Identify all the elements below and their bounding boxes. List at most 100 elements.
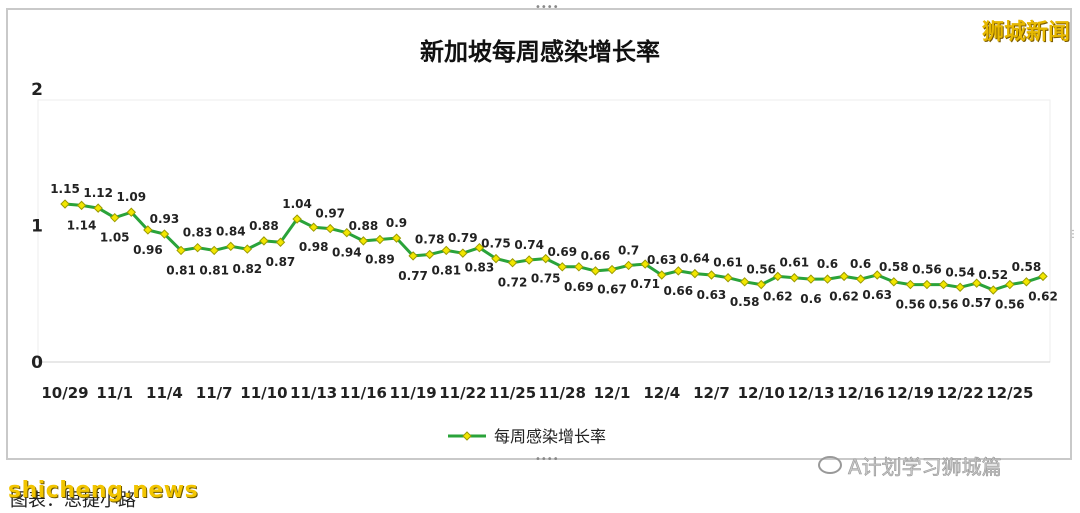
data-point-marker: [806, 274, 816, 284]
data-label: 0.62: [763, 289, 793, 303]
data-point-marker: [938, 279, 949, 290]
data-label: 0.63: [862, 288, 892, 302]
data-label: 0.62: [1028, 289, 1058, 303]
data-label: 0.56: [746, 263, 776, 277]
x-tick-label: 10/29: [41, 384, 88, 402]
data-point-marker: [889, 277, 899, 287]
site-watermark: shicheng.news: [8, 478, 199, 503]
top-resize-handle[interactable]: ••••: [535, 2, 559, 13]
data-label: 0.56: [896, 298, 926, 312]
data-point-marker: [574, 262, 584, 272]
data-label: 0.63: [697, 288, 727, 302]
data-label: 0.97: [315, 207, 345, 221]
data-point-marker: [773, 271, 783, 282]
data-point-marker: [657, 270, 667, 280]
data-point-marker: [855, 274, 866, 284]
data-point-marker: [1021, 277, 1032, 287]
data-label: 0.75: [481, 237, 511, 251]
data-label: 0.63: [647, 253, 677, 267]
data-point-marker: [739, 277, 750, 287]
data-label: 0.74: [514, 238, 544, 252]
data-point-marker: [1038, 271, 1048, 282]
data-point-marker: [524, 255, 534, 265]
x-tick-label: 11/10: [240, 384, 287, 402]
data-label: 0.98: [299, 240, 329, 254]
chart-title: 新加坡每周感染增长率: [420, 38, 660, 66]
x-tick-label: 11/28: [539, 384, 586, 402]
x-tick-label: 11/13: [290, 384, 337, 402]
data-point-marker: [176, 245, 186, 256]
data-point-marker: [458, 248, 468, 258]
data-point-marker: [424, 249, 435, 260]
data-point-marker: [325, 223, 335, 234]
data-point-marker: [955, 282, 965, 292]
data-point-marker: [872, 270, 882, 280]
chart-source-note: 图表：思捷小路: [10, 490, 136, 511]
y-tick-label: 0: [31, 353, 43, 373]
data-point-marker: [507, 258, 518, 268]
data-label: 0.78: [415, 233, 445, 247]
data-point-marker: [590, 266, 601, 276]
data-label: 0.69: [547, 245, 577, 259]
data-label: 0.83: [183, 226, 213, 240]
data-label: 0.75: [531, 272, 561, 286]
data-point-marker: [607, 264, 617, 275]
data-label: 0.62: [829, 289, 859, 303]
data-label: 0.58: [1012, 260, 1042, 274]
x-tick-label: 11/4: [146, 384, 183, 402]
data-label: 0.64: [680, 252, 710, 266]
data-point-marker: [408, 251, 418, 261]
data-label: 0.84: [216, 224, 246, 238]
data-label: 0.52: [978, 268, 1008, 282]
x-tick-label: 12/19: [887, 384, 934, 402]
x-tick-label: 11/1: [96, 384, 133, 402]
data-label: 1.05: [100, 231, 130, 245]
data-label: 0.71: [630, 277, 660, 291]
data-point-marker: [971, 278, 982, 288]
data-point-marker: [60, 199, 70, 209]
data-point-marker: [76, 200, 87, 211]
data-point-marker: [226, 241, 236, 252]
x-tick-label: 12/4: [643, 384, 680, 402]
legend-label: 每周感染增长率: [494, 427, 606, 446]
x-tick-label: 12/7: [693, 384, 730, 402]
data-label: 0.7: [618, 243, 639, 257]
data-label: 1.14: [67, 218, 97, 232]
data-label: 0.66: [581, 249, 611, 263]
data-label: 0.54: [945, 265, 975, 279]
x-tick-label: 12/22: [937, 384, 984, 402]
y-tick-label: 1: [31, 217, 43, 237]
data-point-marker: [192, 242, 203, 253]
data-label: 0.69: [564, 280, 594, 294]
data-label: 0.87: [266, 255, 296, 269]
data-label: 0.88: [249, 219, 279, 233]
y-tick-label: 2: [31, 80, 43, 100]
data-label: 0.66: [664, 284, 694, 298]
data-point-marker: [690, 268, 700, 279]
data-point-marker: [275, 237, 286, 247]
bottom-resize-handle[interactable]: ••••: [535, 454, 559, 465]
data-label: 0.93: [150, 212, 180, 226]
data-label: 0.81: [199, 263, 229, 277]
data-label: 0.56: [995, 298, 1025, 312]
data-point-marker: [839, 271, 849, 282]
data-label: 0.96: [133, 243, 163, 257]
data-point-marker: [673, 266, 684, 276]
data-point-marker: [706, 270, 717, 280]
x-tick-label: 12/16: [837, 384, 884, 402]
x-tick-label: 11/16: [340, 384, 387, 402]
x-tick-label: 12/1: [594, 384, 631, 402]
data-point-marker: [988, 285, 998, 295]
data-point-marker: [1005, 279, 1015, 290]
data-label: 0.56: [912, 263, 942, 277]
data-label: 1.09: [117, 190, 147, 204]
data-label: 0.57: [962, 296, 992, 310]
data-point-marker: [242, 244, 253, 254]
data-point-marker: [623, 260, 634, 271]
data-label: 1.12: [83, 186, 113, 200]
right-resize-handle[interactable]: ⋮: [1068, 229, 1078, 240]
data-label: 0.6: [850, 257, 871, 271]
data-point-marker: [905, 279, 916, 290]
data-point-marker: [143, 225, 153, 235]
